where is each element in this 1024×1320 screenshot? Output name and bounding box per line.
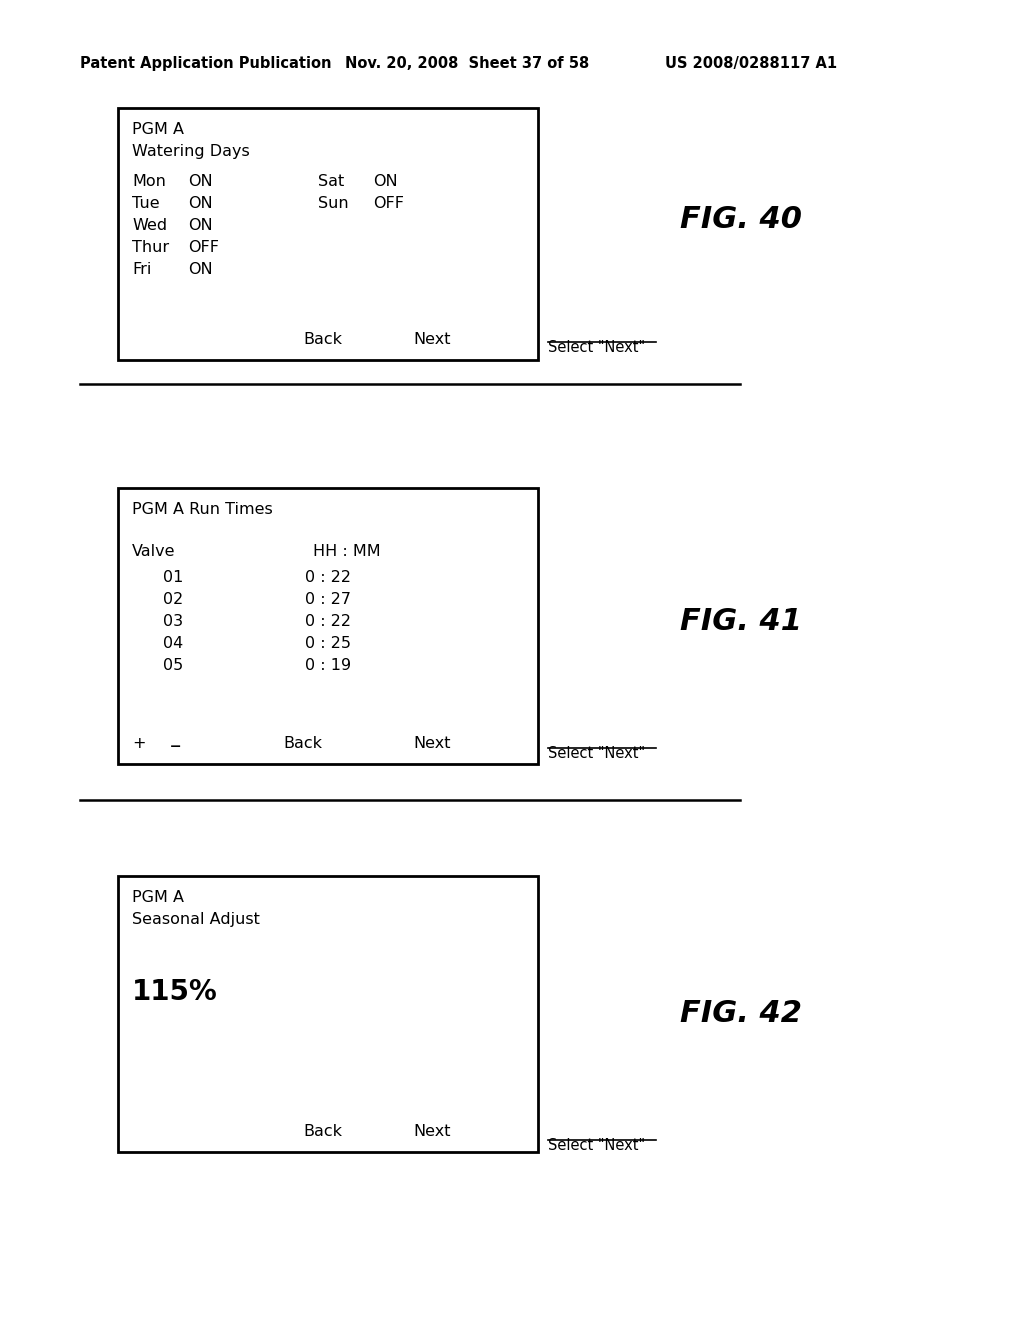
Text: Select "Next": Select "Next" — [548, 1138, 645, 1152]
Text: 03: 03 — [163, 614, 183, 630]
Text: Thur: Thur — [132, 240, 169, 255]
Text: Valve: Valve — [132, 544, 175, 558]
Bar — [118, 108, 538, 360]
Text: Seasonal Adjust: Seasonal Adjust — [132, 912, 260, 927]
Text: ON: ON — [188, 218, 213, 234]
Text: US 2008/0288117 A1: US 2008/0288117 A1 — [665, 55, 838, 71]
Text: 0 : 27: 0 : 27 — [305, 591, 351, 607]
Text: 05: 05 — [163, 657, 183, 673]
Text: FIG. 40: FIG. 40 — [680, 206, 802, 235]
Text: Next: Next — [413, 737, 451, 751]
Text: Nov. 20, 2008  Sheet 37 of 58: Nov. 20, 2008 Sheet 37 of 58 — [345, 55, 589, 71]
Text: 0 : 22: 0 : 22 — [305, 614, 351, 630]
Text: Select "Next": Select "Next" — [548, 746, 645, 762]
Text: Back: Back — [303, 333, 342, 347]
Text: Sun: Sun — [318, 195, 348, 211]
Text: Watering Days: Watering Days — [132, 144, 250, 158]
Text: Back: Back — [303, 1125, 342, 1139]
Text: Sat: Sat — [318, 174, 344, 189]
Text: 115%: 115% — [132, 978, 218, 1006]
Text: Fri: Fri — [132, 261, 152, 277]
Text: Wed: Wed — [132, 218, 167, 234]
Text: Mon: Mon — [132, 174, 166, 189]
Text: –: – — [170, 737, 181, 756]
Text: 04: 04 — [163, 636, 183, 651]
Text: OFF: OFF — [188, 240, 219, 255]
Text: Next: Next — [413, 333, 451, 347]
Text: PGM A Run Times: PGM A Run Times — [132, 502, 272, 517]
Text: +: + — [132, 737, 145, 751]
Text: 02: 02 — [163, 591, 183, 607]
Text: PGM A: PGM A — [132, 121, 184, 137]
Text: ON: ON — [373, 174, 397, 189]
Text: PGM A: PGM A — [132, 890, 184, 906]
Text: Patent Application Publication: Patent Application Publication — [80, 55, 332, 71]
Text: HH : MM: HH : MM — [313, 544, 381, 558]
Text: ON: ON — [188, 174, 213, 189]
Text: Next: Next — [413, 1125, 451, 1139]
Bar — [118, 876, 538, 1152]
Text: 0 : 19: 0 : 19 — [305, 657, 351, 673]
Text: 0 : 22: 0 : 22 — [305, 570, 351, 585]
Text: OFF: OFF — [373, 195, 404, 211]
Text: Back: Back — [283, 737, 322, 751]
Text: Tue: Tue — [132, 195, 160, 211]
Text: ON: ON — [188, 261, 213, 277]
Text: FIG. 41: FIG. 41 — [680, 607, 802, 636]
Bar — [118, 488, 538, 764]
Text: FIG. 42: FIG. 42 — [680, 999, 802, 1028]
Text: ON: ON — [188, 195, 213, 211]
Text: 01: 01 — [163, 570, 183, 585]
Text: Select "Next": Select "Next" — [548, 341, 645, 355]
Text: 0 : 25: 0 : 25 — [305, 636, 351, 651]
